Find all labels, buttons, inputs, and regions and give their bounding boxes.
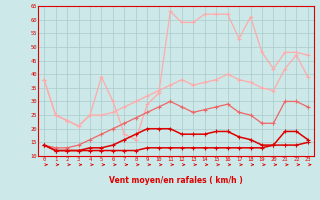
X-axis label: Vent moyen/en rafales ( km/h ): Vent moyen/en rafales ( km/h ): [109, 176, 243, 185]
